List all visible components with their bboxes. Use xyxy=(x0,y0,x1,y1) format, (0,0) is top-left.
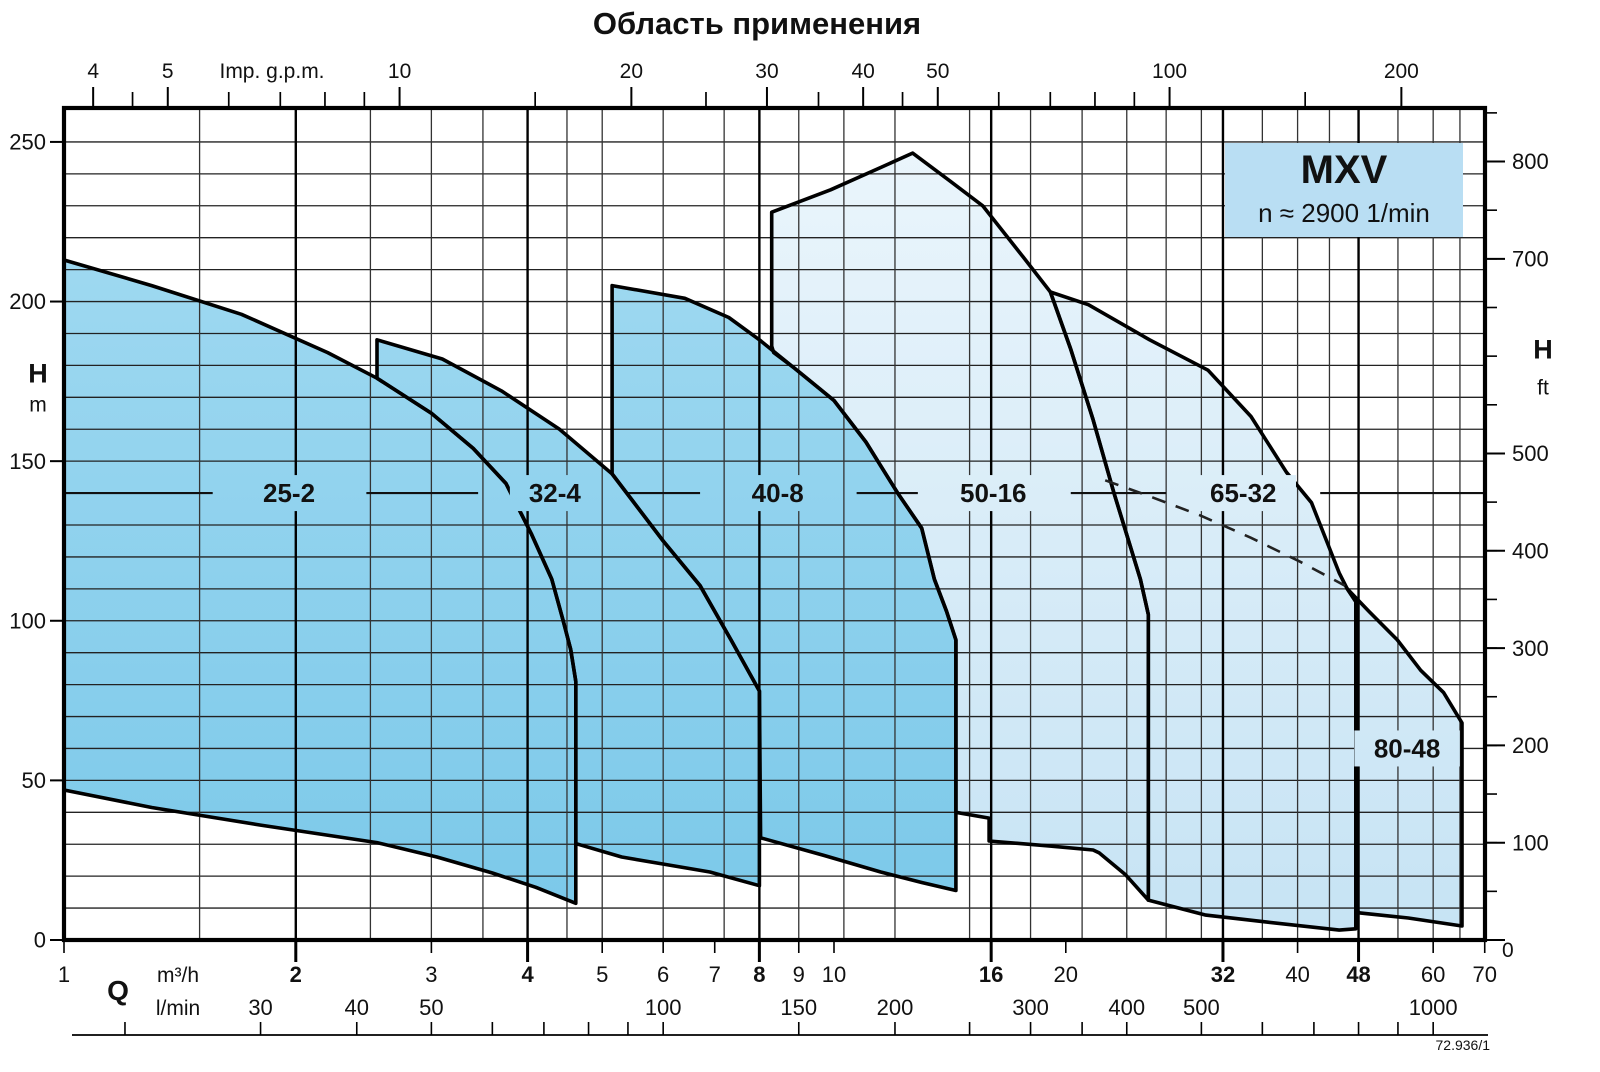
svg-text:H: H xyxy=(1533,334,1553,364)
dashed-subrange-line xyxy=(1104,479,1346,587)
region-label-40-8: 40-8 xyxy=(752,478,804,508)
svg-text:H: H xyxy=(28,358,48,388)
svg-text:40: 40 xyxy=(345,995,369,1020)
region-fill-40-8 xyxy=(612,285,956,891)
legend-speed: n ≈ 2900 1/min xyxy=(1258,198,1430,228)
svg-text:250: 250 xyxy=(9,130,46,155)
svg-text:30: 30 xyxy=(755,60,778,83)
svg-text:l/min: l/min xyxy=(156,997,200,1020)
svg-text:20: 20 xyxy=(620,60,643,83)
svg-text:70: 70 xyxy=(1472,962,1496,987)
svg-text:50: 50 xyxy=(22,768,46,793)
svg-text:9: 9 xyxy=(793,962,805,987)
region-outline-80-48 xyxy=(1345,587,1464,928)
svg-text:20: 20 xyxy=(1054,962,1078,987)
svg-text:3: 3 xyxy=(425,962,437,987)
svg-text:400: 400 xyxy=(1512,538,1549,563)
svg-text:4: 4 xyxy=(521,962,534,987)
region-fills xyxy=(64,153,1462,931)
plate-number: 72.936/1 xyxy=(1436,1037,1491,1053)
svg-text:0: 0 xyxy=(1502,939,1514,962)
svg-text:200: 200 xyxy=(9,289,46,314)
plot-frame xyxy=(61,105,1488,943)
svg-text:500: 500 xyxy=(1183,995,1220,1020)
gridlines xyxy=(64,108,1485,940)
axis-right-ft: 100 200 300 400 500 700 800 0 Hft xyxy=(1485,112,1553,962)
region-outlines xyxy=(62,151,1464,932)
svg-text:50: 50 xyxy=(926,60,949,83)
svg-text:0: 0 xyxy=(34,928,46,953)
axis-left-m: 0 50 100 150 200 250 Hm xyxy=(9,130,64,953)
svg-text:400: 400 xyxy=(1108,995,1145,1020)
region-labels: 25-2 32-4 40-8 50-16 65-32 80-48 xyxy=(244,475,1460,767)
svg-text:1: 1 xyxy=(58,962,70,987)
region-label-25-2: 25-2 xyxy=(263,478,315,508)
axis-top-title: Imp. g.p.m. xyxy=(219,60,324,83)
svg-text:150: 150 xyxy=(780,995,817,1020)
chart-title: Область применения xyxy=(592,6,922,41)
svg-text:150: 150 xyxy=(9,449,46,474)
svg-text:800: 800 xyxy=(1512,149,1549,174)
svg-text:40: 40 xyxy=(1285,962,1309,987)
region-outline-50-16 xyxy=(769,151,1151,902)
svg-text:4: 4 xyxy=(87,60,99,83)
region-outline-65-32 xyxy=(1048,290,1358,932)
region-label-80-48: 80-48 xyxy=(1374,734,1441,764)
svg-text:200: 200 xyxy=(1512,733,1549,758)
axis-bottom-q: 1 2 3 4 5 6 7 8 9 10 16 20 32 40 48 60 70 Q m³/h l/min 30 40 5… xyxy=(58,940,1497,1036)
svg-text:7: 7 xyxy=(709,962,721,987)
region-label-65-32: 65-32 xyxy=(1210,478,1277,508)
svg-text:40: 40 xyxy=(851,60,874,83)
svg-text:1000: 1000 xyxy=(1409,995,1458,1020)
region-fill-50-16 xyxy=(771,153,1149,901)
svg-text:5: 5 xyxy=(162,60,174,83)
svg-text:10: 10 xyxy=(822,962,846,987)
svg-text:30: 30 xyxy=(248,995,272,1020)
svg-text:m: m xyxy=(29,393,47,416)
svg-text:100: 100 xyxy=(1152,60,1187,83)
svg-text:60: 60 xyxy=(1421,962,1445,987)
svg-text:500: 500 xyxy=(1512,441,1549,466)
svg-text:200: 200 xyxy=(877,995,914,1020)
svg-text:ft: ft xyxy=(1537,376,1549,399)
svg-text:48: 48 xyxy=(1346,962,1370,987)
svg-text:10: 10 xyxy=(388,60,411,83)
svg-text:6: 6 xyxy=(657,962,669,987)
svg-text:50: 50 xyxy=(419,995,443,1020)
region-label-32-4: 32-4 xyxy=(529,478,582,508)
svg-text:m³/h: m³/h xyxy=(157,964,199,987)
svg-text:16: 16 xyxy=(979,962,1003,987)
svg-text:300: 300 xyxy=(1012,995,1049,1020)
svg-text:2: 2 xyxy=(290,962,302,987)
svg-text:5: 5 xyxy=(596,962,608,987)
legend-box: MXV n ≈ 2900 1/min xyxy=(1225,143,1463,237)
legend-model: MXV xyxy=(1301,148,1388,192)
region-label-50-16: 50-16 xyxy=(960,478,1027,508)
svg-text:8: 8 xyxy=(753,962,765,987)
axis-bottom-title: Q xyxy=(107,975,129,1006)
svg-text:100: 100 xyxy=(1512,830,1549,855)
svg-text:100: 100 xyxy=(9,608,46,633)
svg-text:100: 100 xyxy=(645,995,682,1020)
svg-text:300: 300 xyxy=(1512,636,1549,661)
svg-text:32: 32 xyxy=(1211,962,1235,987)
region-fill-25-2 xyxy=(64,260,576,904)
svg-text:200: 200 xyxy=(1384,60,1419,83)
axis-top-gpm: 4 5 10 20 30 40 50 100 200 Imp. g.p.m. xyxy=(87,60,1419,108)
svg-text:700: 700 xyxy=(1512,247,1549,272)
